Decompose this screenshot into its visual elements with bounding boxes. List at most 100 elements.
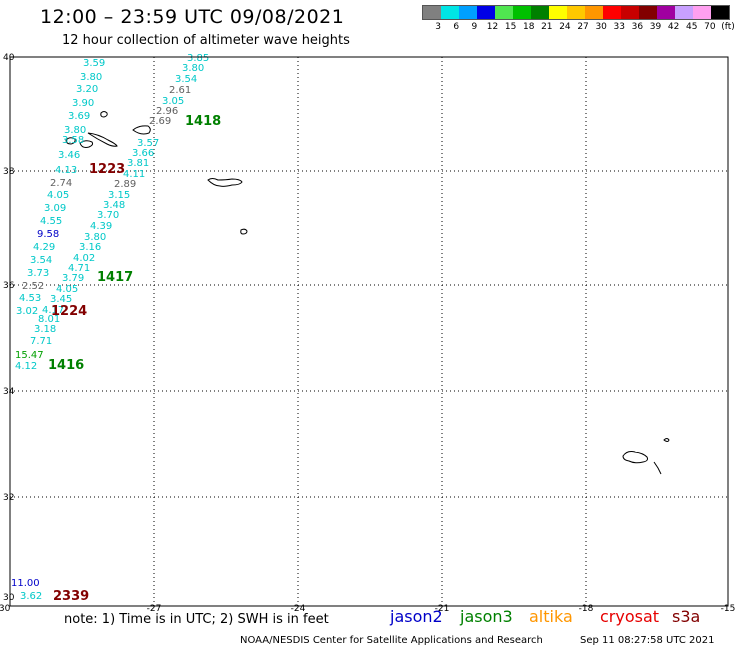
legend-swatch (639, 6, 657, 19)
wave-height-label: 3.18 (34, 324, 56, 335)
wave-height-label: 4.17 (42, 305, 64, 316)
map-frame (9, 56, 729, 607)
wave-height-label: 3.85 (187, 53, 209, 64)
wave-height-label: 7.71 (30, 336, 52, 347)
legend-label: 70 (704, 22, 716, 32)
legend-label: 30 (595, 22, 607, 32)
wave-height-label: 9.58 (37, 229, 59, 240)
island-sao-jorge (87, 132, 118, 147)
island-sao-miguel (207, 178, 243, 187)
wave-height-label: 4.05 (47, 190, 69, 201)
wave-height-label: 2.96 (156, 106, 178, 117)
wave-height-label: 3.79 (62, 273, 84, 284)
satellite-label: altika (529, 607, 573, 626)
wave-height-label: 3.59 (83, 58, 105, 69)
wave-height-label: 4.05 (56, 284, 78, 295)
satellite-label: s3a (672, 607, 701, 626)
legend-swatch (441, 6, 459, 19)
color-scale-labels: 3 6 9 12 15 18 21 24 27 30 33 36 39 42 45 70 (ft) (422, 22, 735, 34)
x-tick-label: -15 (721, 604, 736, 614)
legend-swatch (657, 6, 675, 19)
axis-ticks: -30 -27 -24 -21 -18 -15 40 38 36 34 32 30 (0, 53, 735, 614)
generation-timestamp: Sep 11 08:27:58 UTC 2021 (580, 635, 715, 646)
wave-height-label: 3.20 (76, 84, 98, 95)
wave-height-label: 3.16 (79, 242, 101, 253)
page-subtitle: 12 hour collection of altimeter wave hei… (62, 33, 350, 48)
wave-height-label: 15.47 (15, 350, 44, 361)
legend-swatch (711, 6, 729, 19)
wave-height-label: 4.53 (19, 293, 41, 304)
legend-label: 15 (504, 22, 517, 32)
wave-height-label: 4.12 (15, 361, 37, 372)
wave-height-label: 3.81 (127, 158, 149, 169)
legend-swatch (549, 6, 567, 19)
wave-height-label: 4.55 (40, 216, 62, 227)
legend-label: 33 (613, 22, 626, 32)
wave-height-label: 4.71 (68, 263, 90, 274)
wave-height-label: 3.54 (30, 255, 52, 266)
wave-height-label: 3.69 (68, 111, 90, 122)
satellite-label: cryosat (600, 607, 660, 626)
x-tick-label: -27 (147, 604, 162, 614)
island-corvo-west (65, 137, 76, 145)
legend-swatch (477, 6, 495, 19)
legend-label: 21 (541, 22, 553, 32)
wave-height-label: 3.58 (62, 135, 84, 146)
color-scale-legend (422, 5, 730, 20)
legend-label: 39 (649, 22, 662, 32)
wave-height-label: 4.02 (73, 253, 95, 264)
track-time-labels: 1418 1223 1417 1224 1416 2339 (48, 114, 221, 604)
wave-height-label: 3.02 (16, 306, 38, 317)
x-tick-label: -30 (0, 604, 11, 614)
wave-height-label: 3.80 (80, 72, 102, 83)
island-porto-santo (663, 438, 670, 442)
island-terceira (79, 140, 94, 148)
wave-height-label: 2.74 (50, 178, 72, 189)
y-tick-label: 40 (3, 53, 15, 63)
wave-height-label: 3.80 (182, 63, 204, 74)
legend-label: 18 (522, 22, 535, 32)
island-graciosa (132, 125, 151, 135)
track-time-label: 1416 (48, 358, 84, 373)
legend-swatch (513, 6, 531, 19)
wave-height-label: 8.01 (38, 314, 60, 325)
x-tick-label: -18 (579, 604, 594, 614)
y-tick-label: 38 (3, 167, 15, 177)
satellite-label: jason3 (460, 607, 513, 626)
note-text: note: 1) Time is in UTC; 2) SWH is in fe… (64, 612, 329, 627)
wave-height-label: 3.54 (175, 74, 197, 85)
wave-height-label: 3.62 (20, 591, 42, 602)
wave-height-labels: 3.853.803.542.613.052.962.693.593.803.20… (11, 53, 209, 602)
legend-label: 6 (453, 22, 460, 32)
track-time-label: 2339 (53, 589, 89, 604)
island-santa-maria (240, 228, 248, 235)
legend-label: 45 (686, 22, 698, 32)
x-tick-label: -24 (291, 604, 306, 614)
wave-height-label: 3.48 (103, 200, 125, 211)
track-time-label: 1417 (97, 270, 133, 285)
legend-swatch (423, 6, 441, 19)
legend-label: 3 (435, 22, 441, 32)
legend-swatch (603, 6, 621, 19)
page-title: 12:00 – 23:59 UTC 09/08/2021 (40, 6, 345, 28)
y-tick-label: 30 (3, 593, 15, 603)
wave-height-label: 3.15 (108, 190, 130, 201)
wave-height-label: 3.09 (44, 203, 66, 214)
island-madeira (622, 451, 648, 464)
wave-height-label: 3.90 (72, 98, 94, 109)
island-desertas (653, 461, 662, 475)
wave-height-label: 2.69 (149, 116, 171, 127)
track-time-label: 1223 (89, 162, 125, 177)
legend-swatch (693, 6, 711, 19)
footer-credit: NOAA/NESDIS Center for Satellite Applica… (240, 635, 543, 646)
wave-height-label: 2.61 (169, 85, 191, 96)
wave-height-label: 11.00 (11, 578, 40, 589)
wave-height-label: 4.39 (90, 221, 112, 232)
legend-label: 24 (559, 22, 571, 32)
wave-height-label: 3.80 (64, 125, 86, 136)
legend-label: 36 (631, 22, 644, 32)
wave-height-label: 3.70 (97, 210, 119, 221)
wave-height-label: 4.29 (33, 242, 55, 253)
wave-height-label: 3.05 (162, 96, 184, 107)
